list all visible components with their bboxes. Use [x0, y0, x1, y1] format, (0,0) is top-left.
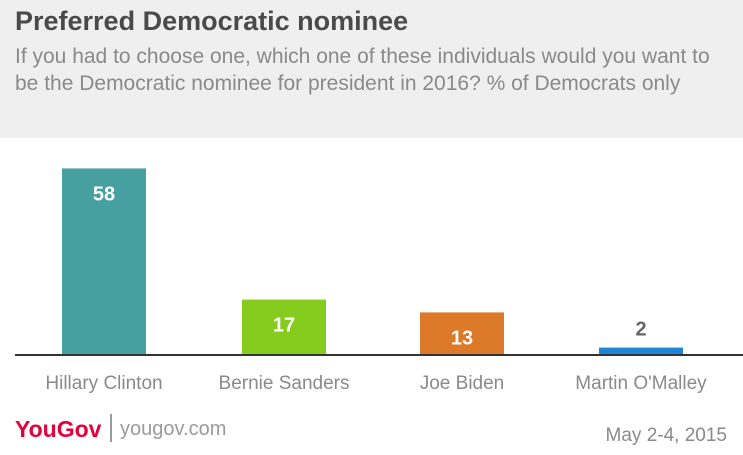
category-label-3: Martin O'Malley [575, 373, 707, 394]
bar-value-label-0: 58 [93, 183, 115, 205]
category-label-1: Bernie Sanders [219, 373, 350, 394]
category-label-2: Joe Biden [420, 373, 505, 394]
bar-1 [242, 299, 326, 354]
chart-header: Preferred Democratic nominee If you had … [0, 0, 743, 138]
bar-0 [62, 168, 146, 354]
footer-date: May 2-4, 2015 [605, 425, 727, 446]
bar-value-label-3: 2 [635, 319, 646, 341]
chart-title: Preferred Democratic nominee [15, 6, 409, 36]
bar-2 [420, 312, 504, 354]
bar-value-label-2: 13 [451, 327, 473, 349]
bar-chart: 58 Hillary Clinton 17 Bernie Sanders 13 Joe B… [15, 168, 743, 394]
bar-value-label-1: 17 [273, 315, 295, 337]
footer-separator [110, 414, 112, 442]
yougov-logo: YouGov [15, 416, 102, 442]
category-label-0: Hillary Clinton [45, 373, 162, 394]
chart-subtitle: If you had to choose one, which one of t… [15, 45, 710, 95]
bar-3 [599, 347, 683, 354]
footer-site-link[interactable]: yougov.com [120, 418, 227, 440]
